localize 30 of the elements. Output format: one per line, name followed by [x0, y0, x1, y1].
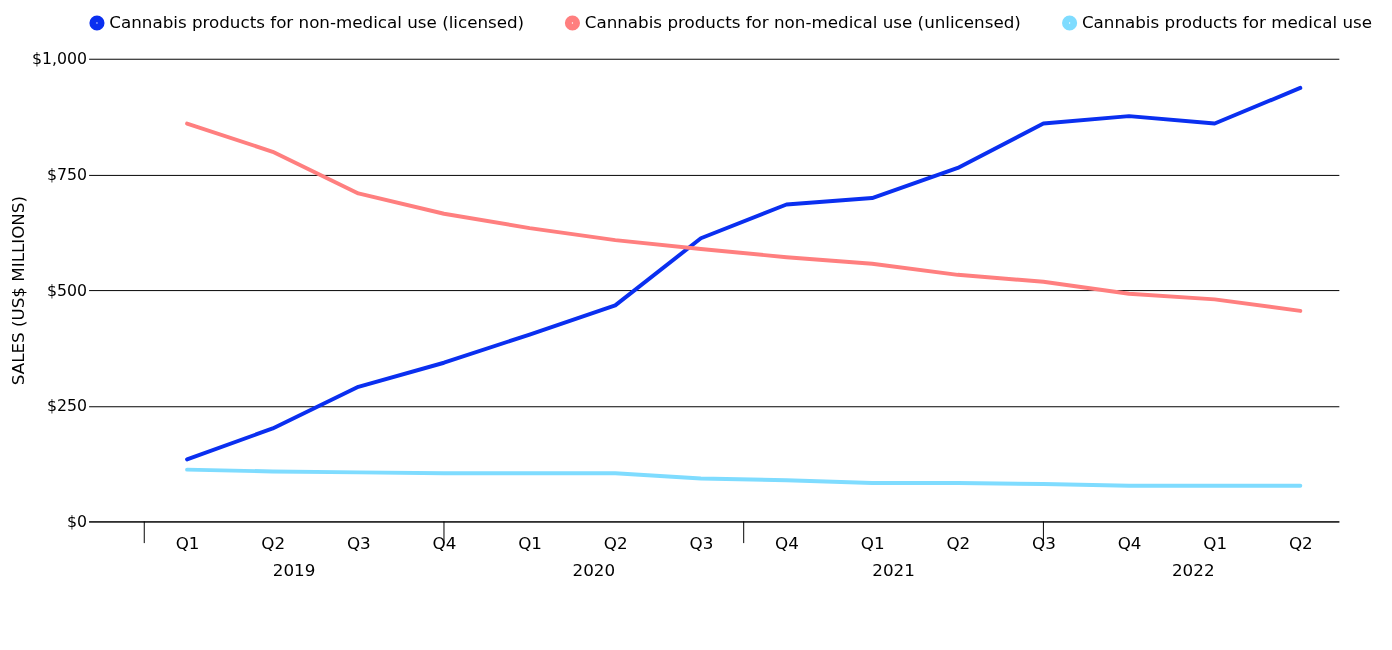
x-tick-label: Q1 — [518, 532, 542, 553]
legend-label: Cannabis products for medical use — [1081, 11, 1372, 32]
text: 2019 — [272, 559, 316, 580]
x-tick-label: Q2 — [1288, 532, 1313, 553]
x-tick-label: Q3 — [689, 532, 714, 553]
y-tick-label: $750 — [47, 164, 88, 184]
legend-label: Cannabis products for non-medical use (unlicensed) — [584, 11, 1021, 32]
x-tick-label: Q2 — [261, 532, 286, 553]
x-tick-label: Q4 — [432, 532, 457, 553]
x-tick-label: Q3 — [346, 532, 371, 553]
text: 2020 — [572, 559, 616, 580]
y-tick-label: $1,000 — [32, 49, 88, 69]
x-tick-label: Q4 — [1117, 532, 1142, 553]
line-series — [185, 121, 1303, 313]
x-tick-label: Q1 — [1203, 532, 1228, 553]
x-tick-label: Q4 — [775, 532, 799, 553]
text: 2021 — [872, 559, 915, 580]
x-tick-label: Q1 — [860, 532, 885, 553]
legend-label: Cannabis products for non-medical use (licensed) — [109, 11, 525, 32]
x-tick-label: Q3 — [1032, 532, 1056, 553]
y-tick-label: $0 — [67, 511, 88, 531]
y-axis-title: SALES (US$ MILLIONS) — [8, 195, 29, 386]
x-tick-label: Q2 — [946, 532, 971, 553]
line-series — [185, 467, 1303, 488]
x-tick-label: Q2 — [603, 532, 628, 553]
y-tick-label: $250 — [47, 396, 88, 416]
line-series — [185, 85, 1303, 462]
x-tick-label: Q1 — [175, 532, 200, 553]
text: 2022 — [1171, 559, 1215, 580]
y-tick-label: $500 — [47, 280, 88, 300]
